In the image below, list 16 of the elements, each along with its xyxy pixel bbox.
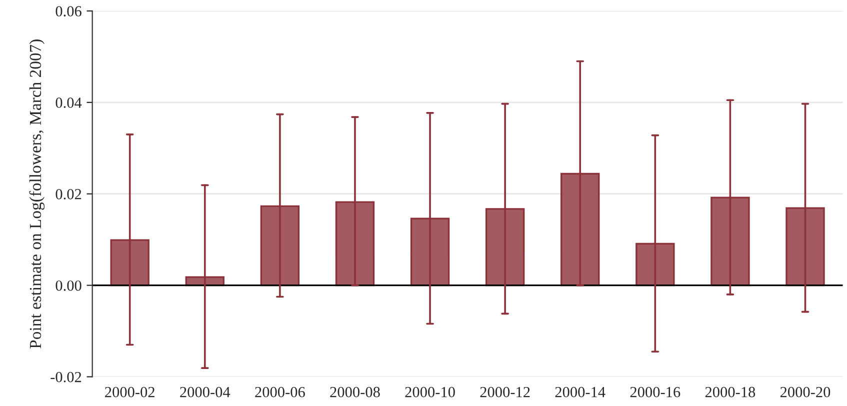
x-tick-label: 2000-06 [255, 386, 305, 398]
x-tick-label: 2000-12 [480, 386, 530, 398]
x-tick-label: 2000-04 [180, 386, 230, 398]
x-tick-label: 2000-02 [105, 386, 154, 398]
y-tick-label: 0.02 [56, 189, 82, 200]
y-tick-label: 0.00 [56, 280, 82, 291]
x-tick-label: 2000-08 [330, 386, 380, 398]
y-axis-title: Point estimate on Log(followers, March 2007) [29, 40, 45, 348]
x-tick-label: 2000-14 [555, 386, 606, 398]
x-tick-label: 2000-10 [405, 386, 455, 398]
x-tick-label: 2000-20 [780, 386, 830, 398]
y-tick-label: -0.02 [50, 372, 82, 382]
y-tick-label: 0.06 [56, 6, 82, 16]
x-tick-label: 2000-16 [630, 386, 680, 398]
y-tick-label: 0.04 [56, 98, 82, 108]
x-tick-label: 2000-18 [705, 386, 756, 398]
